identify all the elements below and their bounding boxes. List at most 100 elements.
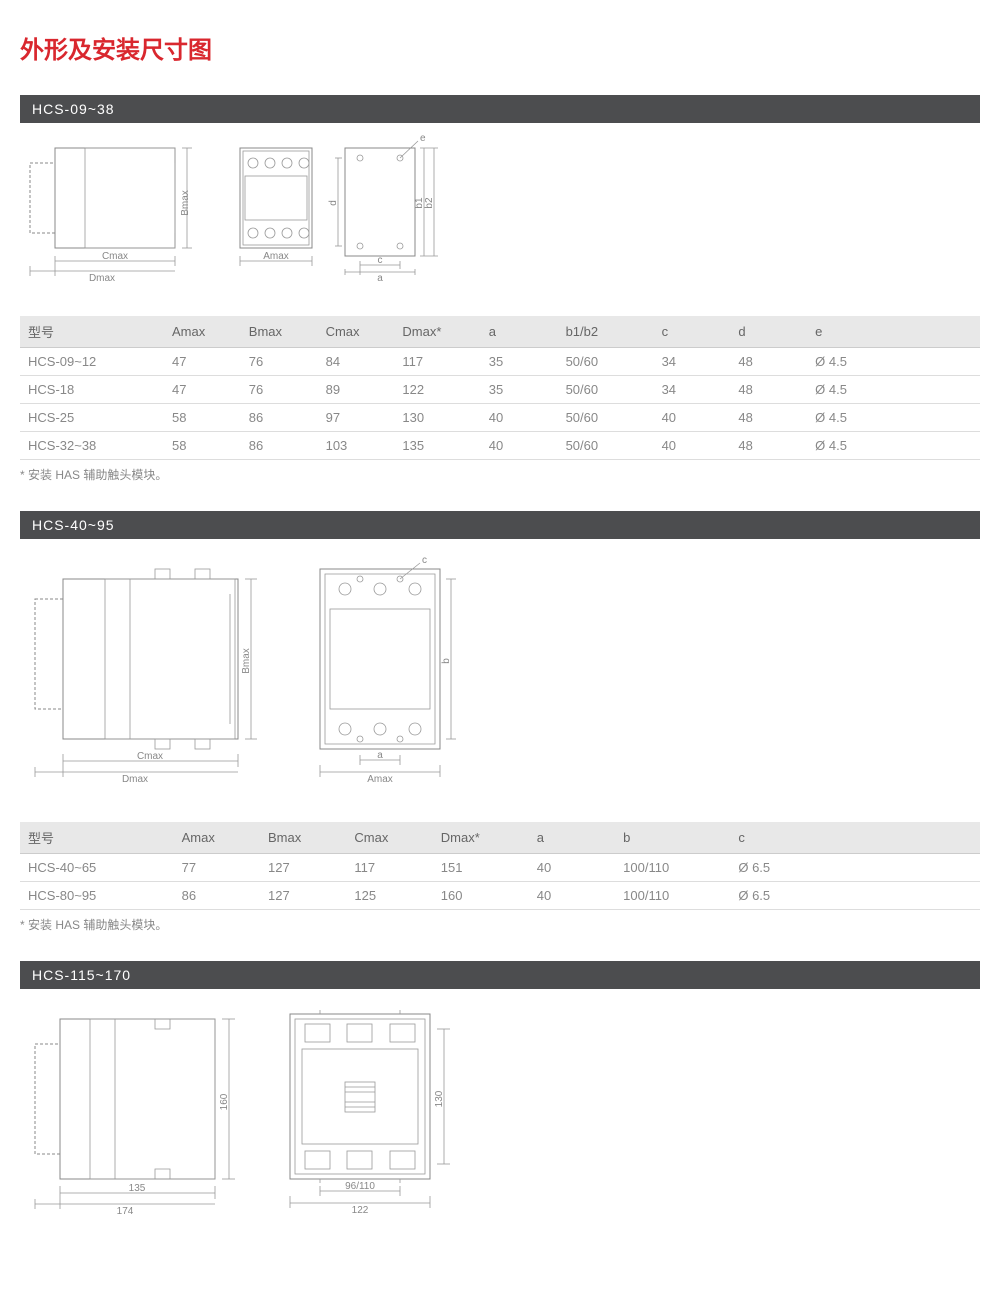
table-cell: HCS-25 — [20, 404, 164, 432]
table-cell: Ø 4.5 — [807, 432, 980, 460]
table-cell: 100/110 — [615, 882, 730, 910]
table-header: 型号 — [20, 316, 164, 348]
diagram-area-3: 160 135 174 — [20, 1004, 980, 1247]
table-cell: 122 — [394, 376, 480, 404]
footnote-2: * 安装 HAS 辅助触头模块。 — [20, 916, 980, 933]
svg-text:Amax: Amax — [263, 251, 289, 262]
svg-text:e: e — [420, 133, 426, 144]
table-header: e — [807, 316, 980, 348]
table-cell: 48 — [730, 376, 807, 404]
table-cell: 103 — [318, 432, 395, 460]
section-header: HCS-09~38 — [20, 95, 980, 123]
table-header: b — [615, 822, 730, 854]
table-cell: 40 — [529, 882, 615, 910]
svg-text:Dmax: Dmax — [89, 273, 115, 284]
table-header: 型号 — [20, 822, 174, 854]
table-cell: 40 — [654, 432, 731, 460]
page-title: 外形及安装尺寸图 — [20, 30, 980, 65]
table-header: a — [529, 822, 615, 854]
table-row: HCS-09~124776841173550/603448Ø 4.5 — [20, 348, 980, 376]
svg-text:Cmax: Cmax — [137, 751, 163, 762]
svg-text:122: 122 — [352, 1205, 369, 1216]
table-cell: HCS-09~12 — [20, 348, 164, 376]
section-hcs-40-95: HCS-40~95 Bmax — [20, 511, 980, 933]
table-header: Bmax — [260, 822, 346, 854]
table-header: Bmax — [241, 316, 318, 348]
table-cell: 40 — [654, 404, 731, 432]
table-cell: 40 — [481, 432, 558, 460]
table-cell: 76 — [241, 376, 318, 404]
table-cell: 58 — [164, 404, 241, 432]
table-cell: 47 — [164, 376, 241, 404]
svg-text:Amax: Amax — [367, 774, 393, 785]
diagram-svg-3: 160 135 174 — [20, 1004, 520, 1244]
table-cell: HCS-80~95 — [20, 882, 174, 910]
svg-text:b: b — [441, 658, 452, 664]
table-cell: 34 — [654, 376, 731, 404]
table-cell: 86 — [241, 432, 318, 460]
table-header: Cmax — [346, 822, 432, 854]
svg-text:160: 160 — [219, 1093, 230, 1110]
diagram-area-2: Bmax Cmax Dmax — [20, 554, 980, 807]
svg-text:d: d — [328, 200, 339, 206]
table-header: Dmax* — [433, 822, 529, 854]
diagram-area-1: Bmax Cmax Dmax Amax — [20, 138, 980, 301]
table-cell: 76 — [241, 348, 318, 376]
table-cell: 35 — [481, 348, 558, 376]
table-cell: 48 — [730, 348, 807, 376]
svg-text:130: 130 — [434, 1090, 445, 1107]
table-header: Amax — [164, 316, 241, 348]
table-cell: 125 — [346, 882, 432, 910]
svg-text:135: 135 — [129, 1183, 146, 1194]
table-header: d — [730, 316, 807, 348]
section-header: HCS-115~170 — [20, 961, 980, 989]
table-cell: 127 — [260, 882, 346, 910]
table-cell: 151 — [433, 854, 529, 882]
table-cell: 35 — [481, 376, 558, 404]
table-cell: 86 — [241, 404, 318, 432]
section-hcs-09-38: HCS-09~38 Bmax Cmax Dmax — [20, 95, 980, 483]
table-cell: 135 — [394, 432, 480, 460]
table-cell: Ø 4.5 — [807, 404, 980, 432]
svg-text:Cmax: Cmax — [102, 251, 128, 262]
svg-text:a: a — [377, 750, 383, 761]
svg-text:Dmax: Dmax — [122, 774, 148, 785]
svg-text:174: 174 — [117, 1206, 134, 1217]
table-cell: 50/60 — [558, 376, 654, 404]
table-header: b1/b2 — [558, 316, 654, 348]
diagram-svg-2: Bmax Cmax Dmax — [20, 554, 520, 804]
table-row: HCS-255886971304050/604048Ø 4.5 — [20, 404, 980, 432]
table-row: HCS-32~3858861031354050/604048Ø 4.5 — [20, 432, 980, 460]
table-row: HCS-40~657712711715140100/110Ø 6.5 — [20, 854, 980, 882]
svg-text:Bmax: Bmax — [241, 648, 252, 674]
section-header: HCS-40~95 — [20, 511, 980, 539]
table-cell: 160 — [433, 882, 529, 910]
table-cell: 97 — [318, 404, 395, 432]
table-cell: 86 — [174, 882, 260, 910]
table-row: HCS-80~958612712516040100/110Ø 6.5 — [20, 882, 980, 910]
table-cell: 48 — [730, 404, 807, 432]
table-cell: 89 — [318, 376, 395, 404]
table-header: Dmax* — [394, 316, 480, 348]
dim-table-1: 型号AmaxBmaxCmaxDmax*ab1/b2cde HCS-09~1247… — [20, 316, 980, 460]
table-header: c — [730, 822, 980, 854]
table-cell: 117 — [346, 854, 432, 882]
table-cell: 77 — [174, 854, 260, 882]
table-cell: 48 — [730, 432, 807, 460]
table-cell: 50/60 — [558, 404, 654, 432]
table-cell: 117 — [394, 348, 480, 376]
svg-text:a: a — [377, 273, 383, 284]
section-hcs-115-170: HCS-115~170 160 135 — [20, 961, 980, 1247]
table-cell: HCS-18 — [20, 376, 164, 404]
table-cell: Ø 4.5 — [807, 348, 980, 376]
table-cell: 127 — [260, 854, 346, 882]
table-cell: 50/60 — [558, 348, 654, 376]
svg-text:c: c — [422, 555, 427, 566]
table-cell: 34 — [654, 348, 731, 376]
table-cell: 130 — [394, 404, 480, 432]
table-cell: HCS-40~65 — [20, 854, 174, 882]
table-cell: 40 — [529, 854, 615, 882]
table-cell: Ø 6.5 — [730, 882, 980, 910]
svg-text:b2: b2 — [424, 197, 435, 209]
table-header: Amax — [174, 822, 260, 854]
